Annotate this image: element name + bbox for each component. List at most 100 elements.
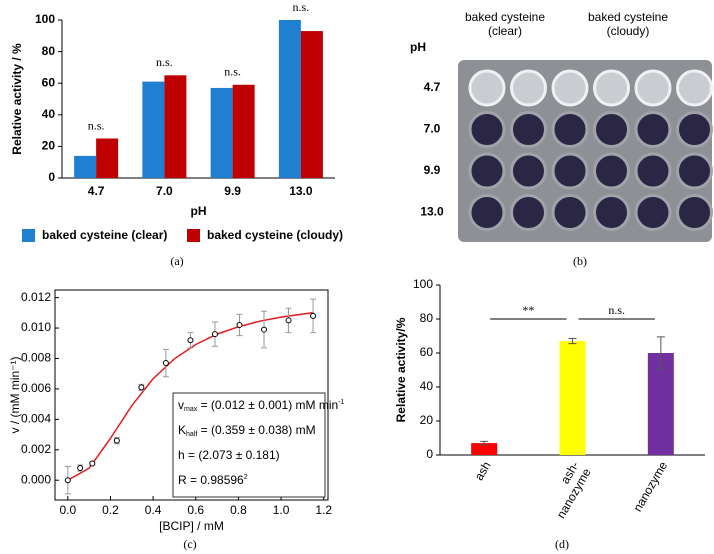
well <box>510 69 547 107</box>
column-header: baked cysteine (clear) <box>465 10 545 38</box>
error-bar <box>568 338 577 345</box>
fit-stat-part: max <box>184 406 198 413</box>
bar <box>559 341 586 455</box>
error-bar <box>480 440 489 446</box>
y-tick-label: 0.002 <box>21 442 51 456</box>
fit-stat-part: half <box>186 431 197 438</box>
y-tick-label: 0 <box>426 447 433 461</box>
well <box>468 111 506 148</box>
fit-stat-part: = 0.98596 <box>187 473 244 487</box>
x-tick-label: 1.2 <box>315 503 332 517</box>
well <box>634 111 672 148</box>
y-axis-label: v / (mM min⁻¹) <box>8 357 22 434</box>
y-tick-label: 20 <box>420 413 434 427</box>
data-point <box>285 317 292 324</box>
y-axis-label: Relative activity / % <box>10 43 24 155</box>
y-tick-label: 0.004 <box>21 412 51 426</box>
fit-stat: h = (2.073 ± 0.181) <box>178 448 280 462</box>
data-point <box>64 477 71 484</box>
x-tick-label: 0.4 <box>145 503 162 517</box>
fit-stat-part: -1 <box>338 399 344 406</box>
well <box>634 194 672 231</box>
y-tick-label: 0.000 <box>21 472 51 486</box>
row-label: 7.0 <box>424 122 441 136</box>
well <box>676 69 713 107</box>
y-tick-label: 20 <box>42 139 56 153</box>
y-tick-label: 0 <box>48 170 55 184</box>
plot-frame <box>54 289 329 501</box>
well <box>510 152 547 190</box>
well <box>551 111 589 148</box>
row-label: 13.0 <box>420 205 444 219</box>
data-point <box>261 326 268 333</box>
data-point <box>162 360 169 367</box>
y-tick-label: 0.010 <box>21 320 51 334</box>
fit-stat-part: = (0.012 ± 0.001) mM min <box>197 398 338 412</box>
bar <box>164 75 187 178</box>
data-point <box>236 322 243 328</box>
bar <box>300 31 323 179</box>
caption: (b) <box>573 254 587 268</box>
data-point <box>211 331 218 338</box>
well <box>510 194 547 231</box>
y-tick-label: 0.008 <box>21 351 51 365</box>
x-tick-label: 4.7 <box>88 184 105 198</box>
error-bar <box>656 336 665 370</box>
legend-label: baked cysteine (cloudy) <box>207 228 343 242</box>
well <box>676 111 713 148</box>
row-label: 9.9 <box>424 163 441 177</box>
bar <box>647 353 674 455</box>
x-axis-label: pH <box>191 204 207 218</box>
x-axis-label: [BCIP] / mM <box>159 519 224 533</box>
well <box>676 152 713 190</box>
fit-curve <box>67 311 314 481</box>
caption: (d) <box>555 537 569 551</box>
y-tick-label: 40 <box>42 107 56 121</box>
row-title: pH <box>410 40 426 54</box>
fit-stat-part: = (0.359 ± 0.038) mM <box>197 423 315 437</box>
well <box>468 152 506 190</box>
y-tick-label: 40 <box>420 379 434 393</box>
fit-stat: vmax = (0.012 ± 0.001) mM min-1 <box>178 398 345 413</box>
row-label: 4.7 <box>424 80 441 94</box>
well <box>634 152 672 190</box>
data-point <box>187 337 194 344</box>
x-tick-label: ash-nanozyme <box>542 459 594 521</box>
data-point <box>310 312 317 319</box>
legend-swatch <box>22 229 35 242</box>
x-tick-label: 13.0 <box>289 184 313 198</box>
fit-stat: R = 0.985962 <box>178 473 248 487</box>
fit-stat: Khalf = (0.359 ± 0.038) mM <box>178 423 316 438</box>
well <box>551 69 589 107</box>
x-tick-label: ash <box>472 459 494 483</box>
x-tick-label: 0.2 <box>102 503 119 517</box>
significance-label: n.s. <box>88 118 105 132</box>
well <box>468 194 506 231</box>
data-point <box>89 460 96 467</box>
x-tick-label: 0.0 <box>59 503 76 517</box>
x-tick-label: 1.0 <box>273 503 290 517</box>
well <box>551 194 589 231</box>
fit-stat-part: v <box>178 398 184 412</box>
legend-swatch <box>187 229 200 242</box>
well <box>551 152 589 190</box>
bar <box>74 155 97 178</box>
fit-stat-part: R <box>178 473 187 487</box>
x-tick-label: 7.0 <box>156 184 173 198</box>
well <box>510 111 547 148</box>
well <box>593 111 630 148</box>
x-tick-label: 0.8 <box>230 503 247 517</box>
y-tick-label: 100 <box>35 12 55 26</box>
fit-stat-part: h = (2.073 ± 0.181) <box>178 448 280 462</box>
caption: (c) <box>183 537 196 551</box>
fit-stat-part: 2 <box>244 474 248 481</box>
significance-label: ** <box>522 303 534 317</box>
well <box>676 194 713 231</box>
well <box>593 152 630 190</box>
y-tick-label: 60 <box>42 75 56 89</box>
fit-box <box>172 392 326 498</box>
y-tick-label: 80 <box>420 311 434 325</box>
data-point <box>113 437 120 444</box>
y-tick-label: 0.006 <box>21 381 51 395</box>
